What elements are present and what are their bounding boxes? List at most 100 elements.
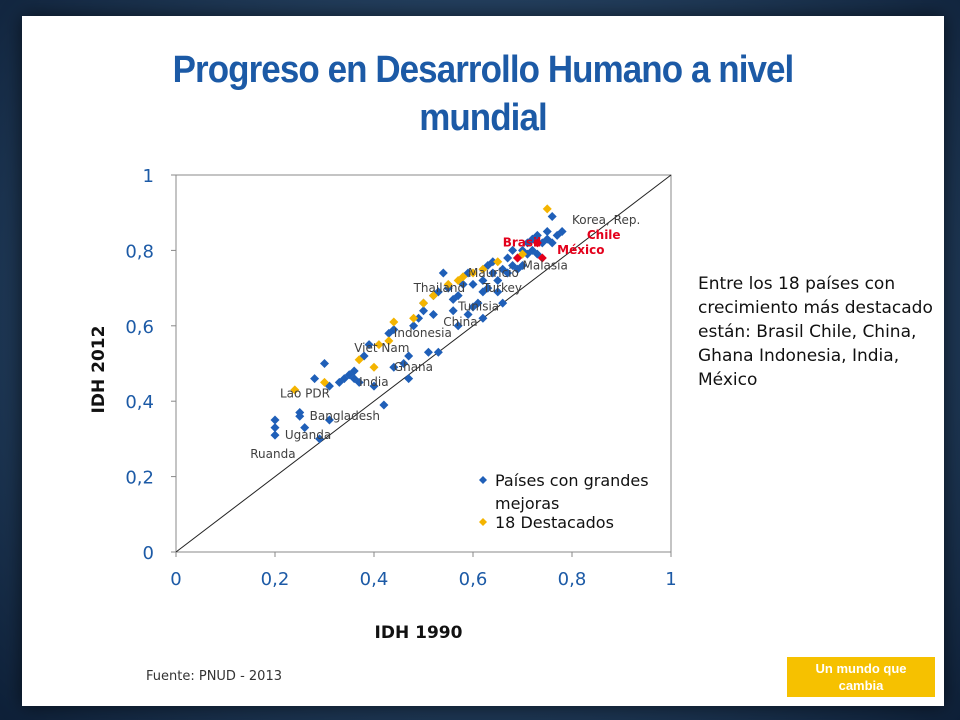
data-point-blue: [320, 359, 329, 368]
data-point-highlight: [513, 253, 523, 263]
data-point-blue: [324, 415, 334, 425]
point-label: Viet Nam: [354, 341, 409, 355]
legend-marker: [479, 518, 487, 526]
data-point-blue: [547, 211, 557, 221]
legend-label-line1: Países con grandes: [495, 471, 649, 490]
data-point-gold: [354, 355, 364, 365]
y-tick-label: 0: [143, 543, 154, 564]
data-point-blue: [478, 276, 488, 286]
data-point-blue: [389, 325, 399, 335]
data-point-blue: [508, 245, 518, 255]
data-point-gold: [443, 279, 453, 289]
point-label: Turkey: [482, 281, 522, 295]
data-point-gold: [542, 204, 552, 214]
data-point-blue: [453, 321, 463, 331]
x-axis-label: IDH 1990: [375, 623, 463, 643]
point-label: México: [557, 243, 604, 257]
chart-points: [270, 204, 567, 444]
data-point-blue: [503, 268, 513, 278]
point-label: Ghana: [394, 360, 433, 374]
data-point-blue: [478, 313, 488, 323]
point-label: India: [359, 375, 388, 389]
point-label: Chile: [587, 228, 621, 242]
slide-title-line1: Progreso en Desarrollo Humano a nivel: [172, 49, 795, 91]
data-point-blue: [270, 415, 280, 425]
data-point-blue: [428, 309, 438, 319]
legend-label: 18 Destacados: [495, 513, 614, 532]
slide-panel: Progreso en Desarrollo Humano a nivel mu…: [22, 16, 944, 706]
data-point-blue: [433, 347, 443, 357]
data-point-blue: [488, 257, 498, 267]
data-point-blue: [557, 227, 567, 237]
data-point-blue: [404, 374, 414, 384]
y-axis-label: IDH 2012: [89, 326, 109, 414]
y-tick-label: 1: [143, 166, 154, 187]
footer-badge-line2: cambia: [838, 678, 884, 693]
data-point-gold: [493, 257, 503, 267]
data-point-blue: [493, 287, 503, 297]
data-point-gold: [320, 377, 329, 387]
x-tick-label: 0,6: [459, 569, 488, 590]
data-point-blue: [270, 423, 280, 433]
point-label: Mauricio: [468, 266, 519, 280]
data-point-blue: [379, 400, 389, 410]
data-point-blue: [518, 260, 527, 270]
y-tick-label: 0,6: [125, 317, 154, 338]
data-point-blue: [354, 377, 364, 387]
x-tick-label: 1: [665, 569, 676, 590]
data-point-gold: [458, 272, 468, 282]
data-point-blue: [453, 291, 463, 301]
point-label: Malasia: [523, 258, 568, 272]
data-point-blue: [448, 306, 458, 316]
legend-marker: [479, 476, 487, 484]
x-tick-label: 0: [170, 569, 181, 590]
scatter-chart: 0 0,2 0,4 0,6 0,8 1 0 0,2 0,4 0,6 0,8 1 IDH 1990 IDH …: [89, 166, 677, 643]
point-label: Bangladesh: [310, 409, 380, 423]
data-point-highlight: [532, 238, 542, 248]
data-point-blue: [527, 245, 537, 255]
x-tick-label: 0,4: [360, 569, 389, 590]
data-point-gold: [478, 264, 488, 274]
data-point-blue: [493, 276, 503, 286]
data-point-gold: [468, 268, 478, 278]
point-label: Uganda: [285, 428, 331, 442]
data-point-gold: [369, 362, 379, 372]
reference-line: [175, 174, 672, 553]
data-point-gold: [409, 313, 419, 323]
data-point-blue: [414, 313, 424, 323]
side-note: Entre los 18 países con crecimiento más …: [698, 274, 933, 390]
data-point-blue: [527, 234, 537, 244]
slide-title-line2: mundial: [419, 97, 548, 139]
point-label: Korea, Rep.: [572, 213, 640, 227]
data-point-gold: [419, 298, 428, 308]
data-point-blue: [315, 434, 325, 444]
footer-badge[interactable]: Un mundo que cambia: [787, 657, 935, 697]
source-note: Fuente: PNUD - 2013: [146, 669, 282, 684]
point-label: Tunisia: [457, 300, 499, 314]
data-point-blue: [364, 340, 374, 350]
chart-axes: 0 0,2 0,4 0,6 0,8 1 0 0,2 0,4 0,6 0,8 1 IDH 1990 IDH …: [89, 166, 677, 643]
data-point-blue: [419, 306, 428, 316]
point-label: Ruanda: [250, 447, 295, 461]
data-point-blue: [389, 362, 399, 372]
data-point-blue: [300, 423, 310, 433]
data-point-blue: [498, 298, 508, 308]
data-point-blue: [295, 408, 305, 418]
data-point-gold: [290, 385, 300, 395]
x-tick-label: 0,2: [261, 569, 290, 590]
data-point-blue: [349, 366, 359, 376]
point-label: Lao PDR: [280, 386, 330, 400]
data-point-blue: [488, 268, 498, 278]
data-point-gold: [384, 336, 394, 346]
slide-title: Progreso en Desarrollo Humano a nivel mu…: [59, 46, 907, 142]
y-tick-label: 0,4: [125, 392, 154, 413]
data-point-blue: [542, 227, 552, 237]
legend-label-line2: mejoras: [495, 494, 559, 513]
point-label: China: [443, 315, 477, 329]
point-label: Thailand: [413, 281, 466, 295]
y-tick-label: 0,8: [125, 241, 154, 262]
data-point-blue: [409, 321, 419, 331]
data-point-gold: [428, 291, 438, 301]
